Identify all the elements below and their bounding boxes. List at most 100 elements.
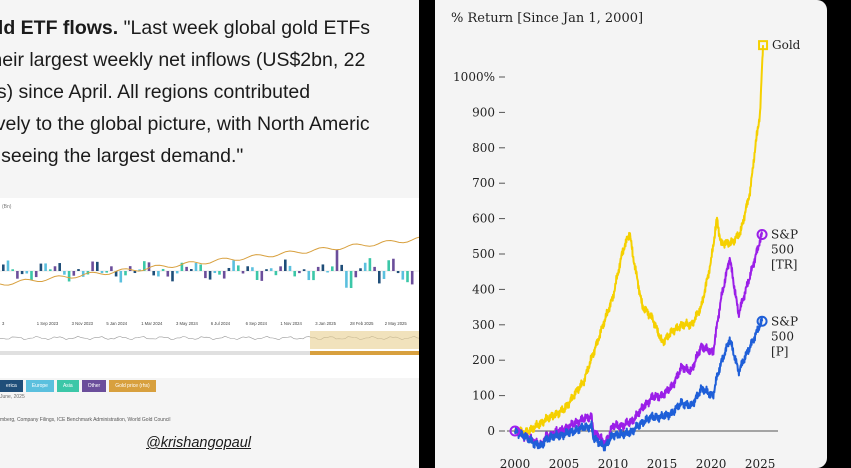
post-line-2: their largest weekly net inflows (US$2bn… <box>0 49 366 71</box>
etf-flow-bar <box>49 269 52 271</box>
etf-x-tick-label: 1 Nov 2024 <box>280 321 302 326</box>
etf-flow-bar <box>63 271 66 275</box>
etf-flow-bar <box>2 264 5 271</box>
post-line-1-rest: "Last week global gold ETFs <box>118 17 371 39</box>
post-text: old ETF flows. "Last week global gold ET… <box>0 12 419 172</box>
etf-flow-bar <box>25 271 29 274</box>
sp500-tr-series-label: S&P 500 [TR] <box>771 228 798 272</box>
etf-flow-bar <box>321 264 325 271</box>
y-tick-label: 600 <box>472 212 495 226</box>
etf-x-tick-label: 6 Sep 2024 <box>246 321 268 326</box>
etf-flow-bar <box>30 271 33 281</box>
etf-flow-bar <box>133 271 137 274</box>
etf-legend-item[interactable]: Asia <box>56 380 79 392</box>
post-headline: old ETF flows. <box>0 17 119 39</box>
etf-flow-bar <box>222 271 226 279</box>
etf-flow-bar <box>340 264 343 271</box>
etf-flow-bar <box>246 266 249 271</box>
etf-flow-bar <box>410 271 414 285</box>
etf-flow-bar <box>232 260 235 271</box>
etf-flow-bar <box>110 266 113 271</box>
x-tick-label: 2025 <box>745 457 776 468</box>
etf-flows-chart: (Bn) 3 1 Sep 2023 3 Nov 2023 5 Jan 2024 1 Mar… <box>0 198 419 378</box>
etf-flow-bar <box>6 260 10 271</box>
x-tick-label: 2015 <box>647 457 678 468</box>
etf-flow-bar <box>91 261 94 271</box>
etf-flow-bar <box>39 263 43 271</box>
etf-flow-bar <box>274 271 278 276</box>
gold-line <box>514 45 764 438</box>
etf-flow-bar <box>401 271 405 280</box>
etf-legend-date: June, 2025 <box>0 394 25 400</box>
etf-flow-bar <box>185 266 188 271</box>
start-point-marker <box>509 425 521 437</box>
etf-flow-bar <box>53 266 57 271</box>
post-line-1: old ETF flows. "Last week global gold ET… <box>0 12 419 44</box>
etf-flow-bar <box>128 266 132 271</box>
etf-legend-item[interactable]: erica <box>0 380 23 392</box>
etf-flow-bar <box>302 269 306 271</box>
author-handle-link[interactable]: @krishangopaul <box>146 435 252 451</box>
sp500-price-line-end-marker <box>756 315 768 327</box>
etf-scrollbar-thumb[interactable] <box>310 351 419 355</box>
etf-flow-bar <box>260 271 264 281</box>
x-tick-label: 2020 <box>696 457 727 468</box>
etf-flow-bar <box>237 265 240 271</box>
etf-flow-bar <box>345 271 348 288</box>
etf-flow-bar <box>349 271 353 289</box>
etf-flow-bar <box>284 259 287 271</box>
etf-flow-bar <box>396 271 400 274</box>
etf-flow-bar <box>124 271 127 276</box>
etf-flow-bar <box>354 271 358 278</box>
etf-flow-bar <box>166 271 170 277</box>
etf-flow-bar <box>171 271 174 282</box>
etf-gold-price-line <box>0 236 419 286</box>
etf-legend-item[interactable]: Gold price (rhs) <box>109 380 156 392</box>
post-line-4: tively to the global picture, with North… <box>0 113 370 135</box>
etf-flow-bar <box>208 271 212 280</box>
etf-flow-bar <box>175 271 179 274</box>
etf-unit-label: (Bn) <box>2 204 12 210</box>
etf-flow-bar <box>16 271 19 279</box>
y-tick-label: 700 <box>472 176 495 190</box>
etf-flow-bar <box>44 263 47 271</box>
etf-flow-bar <box>326 271 329 273</box>
etf-flow-bar <box>105 271 108 273</box>
etf-flow-bar <box>180 262 184 271</box>
etf-flow-bar <box>363 262 367 271</box>
etf-source-note: mberg, Company Filings, ICE Benchmark Ad… <box>0 417 171 423</box>
sp500-price-line <box>514 316 764 452</box>
etf-flow-bar <box>190 269 193 271</box>
etf-flow-bar <box>307 271 311 281</box>
etf-x-tick-label: 3 May 2024 <box>176 321 199 326</box>
etf-flow-bar <box>213 271 217 274</box>
sp500-price-series-label: S&P 500 [P] <box>771 314 798 358</box>
etf-flow-bar <box>288 265 292 271</box>
etf-flow-bar <box>382 271 386 279</box>
etf-flow-bar <box>20 271 24 275</box>
etf-legend-item[interactable]: Other <box>81 380 107 392</box>
etf-flow-bar <box>293 271 296 277</box>
etf-flow-bar <box>335 249 339 271</box>
etf-flow-bar <box>119 271 123 283</box>
etf-legend: erica Europe Asia Other Gold price (rhs) <box>0 380 156 392</box>
etf-flow-bar <box>255 271 259 280</box>
etf-flow-bar <box>77 269 80 271</box>
etf-flow-bar <box>81 271 85 277</box>
x-tick-label: 2005 <box>549 457 580 468</box>
etf-flow-bar <box>406 271 409 283</box>
etf-flow-bar <box>331 266 334 271</box>
etf-flow-bar <box>218 271 221 275</box>
y-tick-label: 400 <box>472 282 495 296</box>
etf-flow-bar <box>138 269 141 271</box>
etf-flow-bar <box>359 268 362 271</box>
etf-legend-item[interactable]: Europe <box>25 380 54 392</box>
etf-x-tick-label: 6 Jul 2024 <box>211 321 231 326</box>
etf-flow-bar <box>34 271 38 278</box>
etf-flow-bar <box>392 258 395 271</box>
etf-navigator-window[interactable] <box>310 331 419 349</box>
y-tick-label: 1000% <box>453 70 495 84</box>
etf-flow-bar <box>143 261 146 271</box>
post-line-3: es) since April. All regions contributed <box>0 81 311 103</box>
etf-flow-bar <box>96 261 99 271</box>
